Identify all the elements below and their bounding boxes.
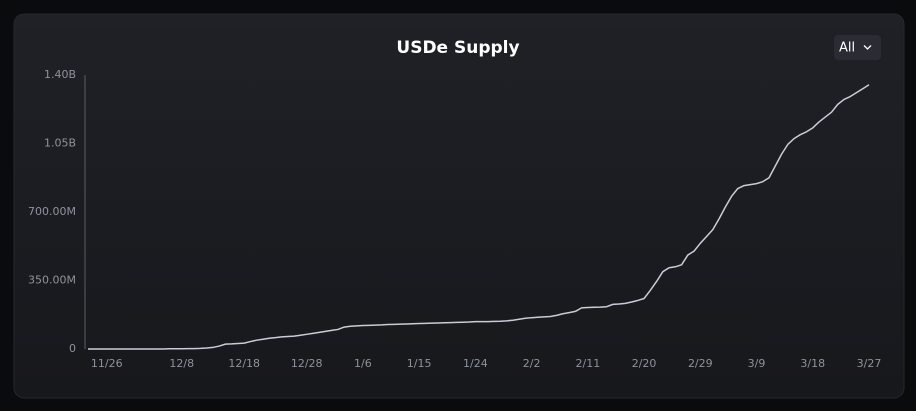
x-tick-label: 11/26	[91, 357, 123, 370]
card	[13, 13, 905, 399]
x-tick-label: 2/2	[523, 357, 541, 370]
x-tick-label: 12/28	[291, 357, 323, 370]
range-dropdown[interactable]: All	[834, 35, 881, 60]
y-tick-label: 0	[69, 342, 76, 355]
x-tick-label: 3/27	[857, 357, 882, 370]
x-tick-label: 1/24	[463, 357, 488, 370]
x-tick-label: 2/29	[688, 357, 713, 370]
x-tick-label: 12/8	[169, 357, 194, 370]
dropdown-label[interactable]: All	[839, 41, 855, 56]
y-tick-label: 350.00M	[28, 274, 76, 287]
y-tick-label: 1.40B	[44, 68, 76, 81]
y-tick-label: 1.05B	[44, 137, 76, 150]
chevron-icon[interactable]	[863, 45, 872, 50]
x-tick-label: 3/9	[748, 357, 766, 370]
x-tick-label: 1/6	[354, 357, 372, 370]
x-tick-label: 12/18	[228, 357, 260, 370]
x-tick-label: 2/11	[575, 357, 600, 370]
supply-line	[88, 84, 870, 350]
x-tick-label: 2/20	[632, 357, 657, 370]
x-tick-label: 3/18	[800, 357, 825, 370]
x-tick-label: 1/15	[407, 357, 432, 370]
dropdown-box[interactable]	[834, 35, 881, 60]
y-tick-label: 700.00M	[28, 205, 76, 218]
chart-title: USDe Supply	[396, 38, 519, 58]
